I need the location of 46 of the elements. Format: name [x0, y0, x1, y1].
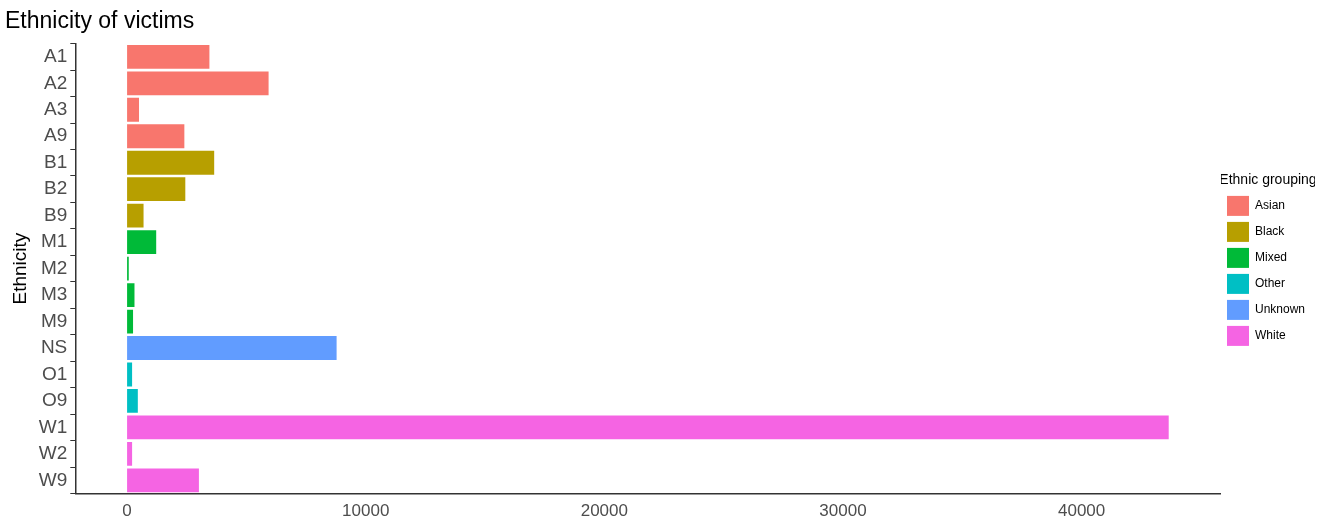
y-tick-label: M9: [40, 309, 68, 331]
y-tick-label: M1: [40, 230, 68, 252]
bar: [127, 389, 138, 413]
bar: [127, 124, 185, 149]
y-tick-label: W2: [38, 442, 68, 464]
x-tick-label: 10000: [342, 501, 390, 521]
bar: [127, 468, 199, 493]
chart-title: Ethnicity of victims: [5, 7, 195, 34]
bar: [127, 150, 215, 175]
bar: [127, 415, 1169, 440]
bar: [127, 97, 140, 122]
x-tick-label: 0: [122, 501, 132, 521]
bar: [127, 336, 337, 360]
y-axis-title: Ethnicity: [8, 232, 30, 305]
bar: [127, 177, 186, 202]
y-tick-label: A2: [44, 71, 68, 93]
y-tick-label: B9: [44, 203, 68, 225]
y-tick-label: A3: [44, 98, 68, 120]
y-tick-label: W1: [38, 415, 68, 437]
y-tick-label: B1: [44, 150, 68, 172]
legend-label: Asian: [1254, 198, 1285, 213]
bar: [127, 283, 135, 307]
y-tick-label: A1: [44, 45, 68, 67]
y-tick-label: O9: [41, 389, 68, 411]
y-tick-label: B2: [44, 177, 68, 199]
legend-label: Black: [1254, 224, 1286, 239]
bar: [127, 44, 210, 69]
y-tick-label: M3: [40, 283, 68, 305]
legend-label: Mixed: [1254, 250, 1287, 265]
y-tick-label: O1: [41, 362, 68, 384]
legend-label: White: [1254, 328, 1286, 343]
legend-label: Other: [1254, 276, 1285, 291]
y-tick-label: W9: [38, 468, 68, 490]
bar: [127, 203, 144, 228]
x-tick-label: 30000: [819, 501, 867, 521]
y-tick-label: A9: [44, 124, 68, 146]
bar: [127, 230, 157, 255]
y-tick-label: M2: [40, 256, 68, 278]
bar: [127, 309, 134, 334]
y-tick-label: NS: [40, 336, 68, 358]
legend-label: Unknown: [1254, 302, 1305, 317]
bar: [127, 441, 133, 466]
bar: [127, 71, 269, 96]
x-tick-label: 20000: [580, 501, 628, 521]
x-tick-label: 40000: [1057, 501, 1106, 521]
bar: [127, 362, 133, 387]
